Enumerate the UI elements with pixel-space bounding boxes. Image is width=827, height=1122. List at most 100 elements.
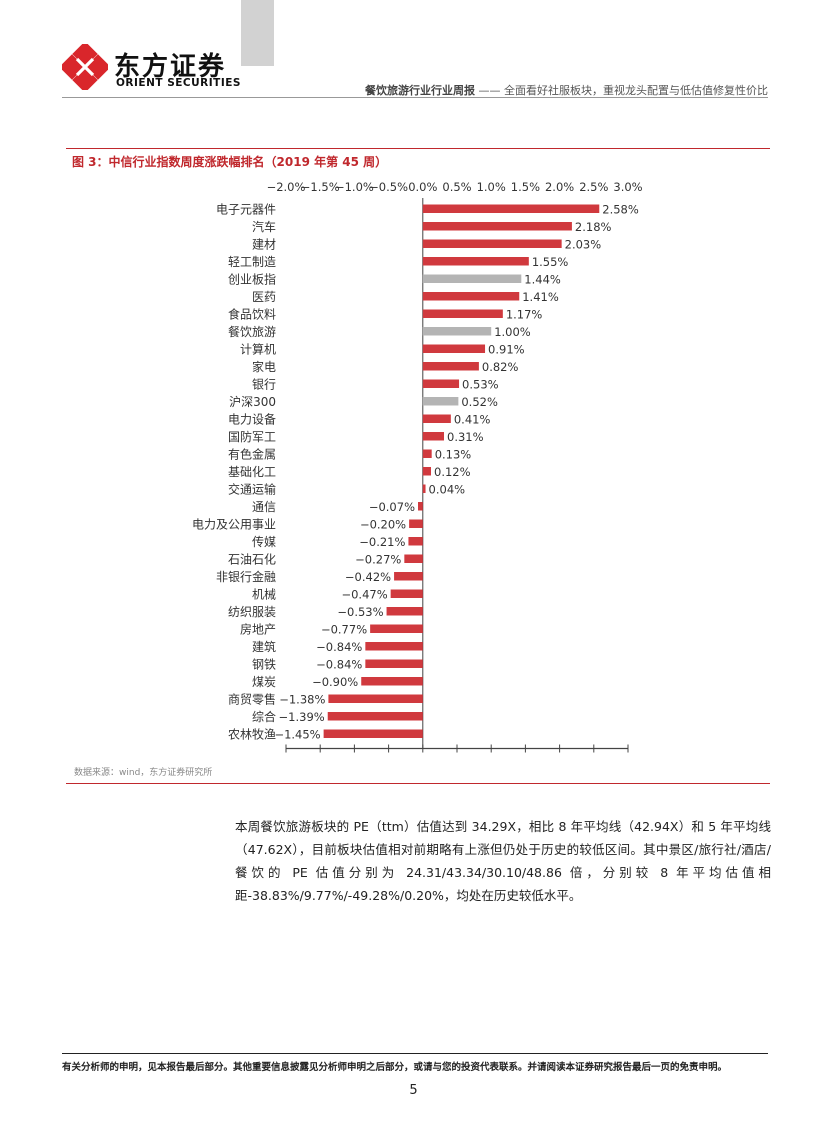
body-text-block: 本周餐饮旅游板块的 PE（ttm）估值达到 34.29X，相比 8 年平均线（4…	[235, 815, 771, 907]
category-label: 银行	[252, 377, 276, 391]
bar	[422, 449, 432, 458]
bar	[422, 432, 445, 441]
bar	[418, 502, 423, 511]
category-label: 通信	[252, 500, 276, 514]
orient-logo-icon	[62, 44, 108, 90]
category-label: 石油石化	[228, 552, 276, 566]
bar	[422, 344, 486, 353]
figure-title: 图 3：中信行业指数周度涨跌幅排名（2019 年第 45 周）	[72, 155, 388, 169]
footer-divider	[62, 1053, 768, 1054]
bar	[361, 677, 423, 686]
value-label: −0.21%	[359, 535, 405, 549]
value-label: −0.77%	[321, 622, 367, 636]
bar	[408, 537, 423, 546]
report-subtitle: 全面看好社服板块，重视龙头配置与低估值修复性价比	[504, 84, 768, 97]
bar	[422, 467, 432, 476]
axis-tick-label: 3.0%	[613, 180, 642, 194]
value-label: −0.47%	[341, 587, 387, 601]
report-type: 餐饮旅游行业行业周报	[365, 84, 475, 97]
value-label: 1.17%	[506, 307, 543, 321]
value-label: 0.91%	[488, 342, 525, 356]
value-label: 0.53%	[462, 377, 499, 391]
value-label: −0.42%	[345, 570, 391, 584]
bar	[409, 519, 423, 528]
value-label: −0.27%	[355, 552, 401, 566]
bar	[422, 362, 479, 371]
bar	[422, 257, 529, 266]
category-label: 家电	[252, 359, 276, 374]
value-label: −1.39%	[279, 710, 325, 724]
bar	[386, 607, 423, 616]
header-gray-strip	[241, 0, 274, 66]
value-label: −0.84%	[316, 640, 362, 654]
category-label: 煤炭	[252, 675, 276, 689]
category-label: 建筑	[252, 639, 276, 654]
report-header-title: 餐饮旅游行业行业周报 —— 全面看好社服板块，重视龙头配置与低估值修复性价比	[300, 82, 768, 98]
category-label: 钢铁	[252, 657, 276, 671]
category-label: 非银行金融	[216, 569, 276, 584]
value-label: −1.45%	[274, 727, 320, 741]
category-label: 有色金属	[228, 446, 276, 461]
category-label: 轻工制造	[228, 255, 276, 269]
value-label: 0.52%	[461, 395, 498, 409]
value-label: −0.90%	[312, 675, 358, 689]
bar	[422, 239, 562, 248]
category-label: 计算机	[240, 341, 276, 356]
category-label: 电力及公用事业	[192, 517, 276, 531]
axis-tick-label: 1.0%	[477, 180, 506, 194]
value-label: 2.03%	[565, 237, 602, 251]
category-label: 电力设备	[228, 412, 276, 426]
category-label: 房地产	[240, 621, 276, 636]
category-label: 创业板指	[228, 271, 276, 286]
value-label: −0.84%	[316, 657, 362, 671]
bar	[365, 659, 423, 668]
value-label: 1.41%	[522, 290, 559, 304]
category-label: 医药	[252, 290, 276, 304]
bar	[390, 589, 423, 598]
category-label: 基础化工	[228, 465, 276, 479]
bar	[422, 484, 426, 493]
axis-tick-label: 0.5%	[442, 180, 471, 194]
category-label: 汽车	[252, 219, 276, 234]
value-label: −0.20%	[360, 517, 406, 531]
axis-tick-label: −1.0%	[335, 180, 374, 194]
page-number: 5	[409, 1083, 418, 1098]
category-label: 国防军工	[228, 429, 276, 444]
category-label: 纺织服装	[228, 605, 276, 619]
bar	[370, 624, 423, 633]
category-label: 餐饮旅游	[228, 324, 276, 339]
header-divider	[62, 97, 768, 98]
value-label: 1.55%	[532, 255, 569, 269]
category-label: 综合	[252, 709, 276, 724]
bar	[422, 327, 492, 336]
bar	[422, 222, 572, 231]
axis-tick-label: 2.5%	[579, 180, 608, 194]
bar	[394, 572, 423, 581]
bar	[323, 729, 423, 738]
bar	[422, 274, 522, 283]
bar	[422, 204, 600, 213]
category-label: 农林牧渔	[228, 727, 276, 741]
category-label: 机械	[252, 586, 276, 601]
body-paragraph: 本周餐饮旅游板块的 PE（ttm）估值达到 34.29X，相比 8 年平均线（4…	[235, 819, 771, 903]
category-label: 食品饮料	[228, 306, 276, 321]
value-label: 0.13%	[435, 447, 472, 461]
axis-tick-label: −0.5%	[369, 180, 408, 194]
category-label: 商贸零售	[228, 691, 276, 706]
figure-top-rule	[66, 148, 770, 149]
axis-tick-label: −2.0%	[267, 180, 306, 194]
logo-english-name: ORIENT SECURITIES	[116, 77, 241, 89]
value-label: 0.31%	[447, 430, 484, 444]
value-label: 1.44%	[524, 272, 561, 286]
bar	[422, 414, 451, 423]
report-separator: ——	[475, 84, 504, 97]
value-label: 2.18%	[575, 220, 612, 234]
value-label: 0.12%	[434, 465, 471, 479]
bar	[422, 292, 520, 301]
category-label: 交通运输	[228, 481, 276, 496]
bar	[422, 379, 460, 388]
axis-tick-label: 1.5%	[511, 180, 540, 194]
bar	[327, 712, 423, 721]
bar	[422, 397, 459, 406]
bar	[328, 694, 423, 703]
